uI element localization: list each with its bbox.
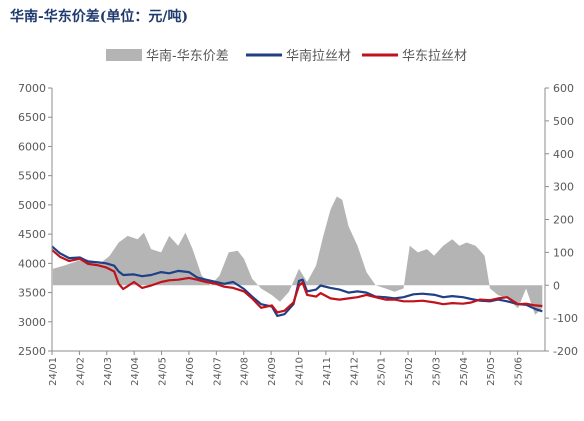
left-tick-label: 6000 [18, 140, 46, 153]
series-east-line [51, 249, 543, 314]
left-tick-label: 7000 [18, 82, 46, 95]
series-diff-area [52, 196, 543, 315]
right-tick-label: 0 [553, 279, 560, 292]
left-tick-label: 2500 [18, 345, 46, 358]
x-tick-label: 25/02 [404, 357, 415, 386]
x-tick-label: 25/01 [377, 357, 388, 386]
x-tick-label: 24/04 [130, 357, 141, 386]
x-tick-label: 24/10 [295, 357, 306, 386]
x-tick-label: 24/01 [48, 357, 59, 386]
x-tick-label: 24/12 [349, 357, 360, 386]
legend-item-east-label: 华东拉丝材 [402, 49, 467, 64]
right-tick-label: 300 [553, 181, 574, 194]
right-tick-label: -200 [553, 345, 578, 358]
left-tick-label: 3000 [18, 316, 46, 329]
x-tick-label: 25/03 [431, 357, 442, 386]
left-tick-label: 4000 [18, 257, 46, 270]
x-tick-label: 24/05 [158, 357, 169, 386]
right-tick-label: 500 [553, 115, 574, 128]
x-tick-label: 25/04 [459, 357, 470, 386]
x-tick-label: 24/02 [75, 357, 86, 386]
left-tick-label: 6500 [18, 111, 46, 124]
x-tick-label: 24/11 [322, 357, 333, 386]
left-tick-label: 5500 [18, 170, 46, 183]
x-tick-label: 24/07 [212, 357, 223, 386]
chart-title: 华南-华东价差(单位：元/吨) [10, 9, 189, 25]
x-tick-label: 24/06 [185, 357, 196, 386]
right-tick-label: -100 [553, 312, 578, 325]
right-tick-label: 100 [553, 246, 574, 259]
x-tick-label: 25/05 [486, 357, 497, 386]
right-tick-label: 600 [553, 82, 574, 95]
x-tick-label: 24/09 [267, 357, 278, 386]
legend-item-diff-label: 华南-华东价差 [146, 48, 229, 64]
right-tick-label: 200 [553, 214, 574, 227]
left-tick-label: 4500 [18, 228, 46, 241]
legend-item-south-label: 华南拉丝材 [286, 48, 351, 64]
x-tick-label: 25/06 [514, 357, 525, 386]
left-tick-label: 5000 [18, 199, 46, 212]
legend-swatch-diff [106, 49, 142, 61]
right-tick-label: 400 [553, 148, 574, 161]
x-tick-label: 24/08 [240, 357, 251, 386]
left-tick-label: 3500 [18, 287, 46, 300]
x-tick-label: 24/03 [103, 357, 114, 386]
